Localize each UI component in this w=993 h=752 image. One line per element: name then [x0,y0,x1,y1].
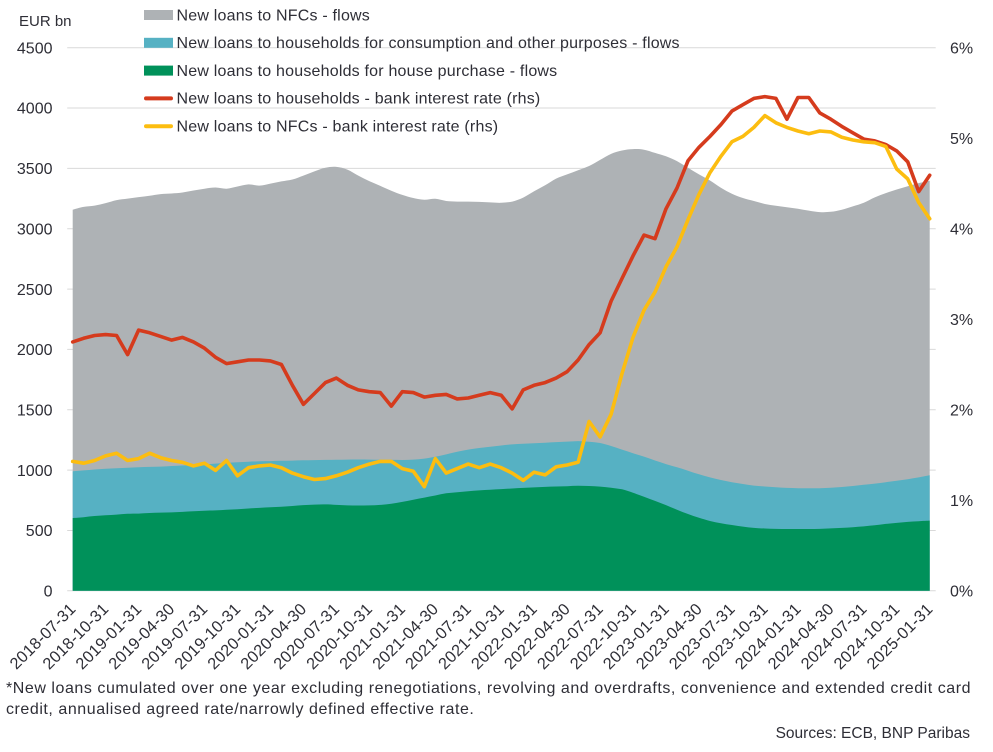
svg-text:New loans to households for ho: New loans to households for house purcha… [177,63,558,80]
svg-text:3000: 3000 [17,221,53,238]
svg-text:1%: 1% [950,493,973,510]
svg-text:Sources: ECB, BNP Paribas: Sources: ECB, BNP Paribas [776,725,971,742]
svg-text:1500: 1500 [17,403,53,420]
svg-text:2500: 2500 [17,282,53,299]
svg-text:2%: 2% [950,403,973,420]
svg-text:New loans to households for co: New loans to households for consumption … [177,35,680,52]
svg-text:4%: 4% [950,221,973,238]
svg-text:2000: 2000 [17,342,53,359]
svg-text:New loans to households - bank: New loans to households - bank interest … [177,91,541,108]
svg-text:*New loans cumulated over one: *New loans cumulated over one year exclu… [6,680,971,697]
svg-text:4500: 4500 [17,40,53,57]
svg-text:5%: 5% [950,131,973,148]
svg-text:500: 500 [26,523,53,540]
svg-text:credit, annualised agreed rate: credit, annualised agreed rate/narrowly … [6,701,474,718]
svg-text:0: 0 [44,584,53,601]
svg-text:6%: 6% [950,40,973,57]
svg-text:4000: 4000 [17,101,53,118]
svg-text:New loans to NFCs - bank inter: New loans to NFCs - bank interest rate (… [177,119,499,136]
svg-text:1000: 1000 [17,463,53,480]
svg-text:EUR bn: EUR bn [19,13,72,30]
svg-text:3%: 3% [950,312,973,329]
svg-text:0%: 0% [950,584,973,601]
svg-text:3500: 3500 [17,161,53,178]
svg-text:New loans to NFCs - flows: New loans to NFCs - flows [177,7,371,24]
